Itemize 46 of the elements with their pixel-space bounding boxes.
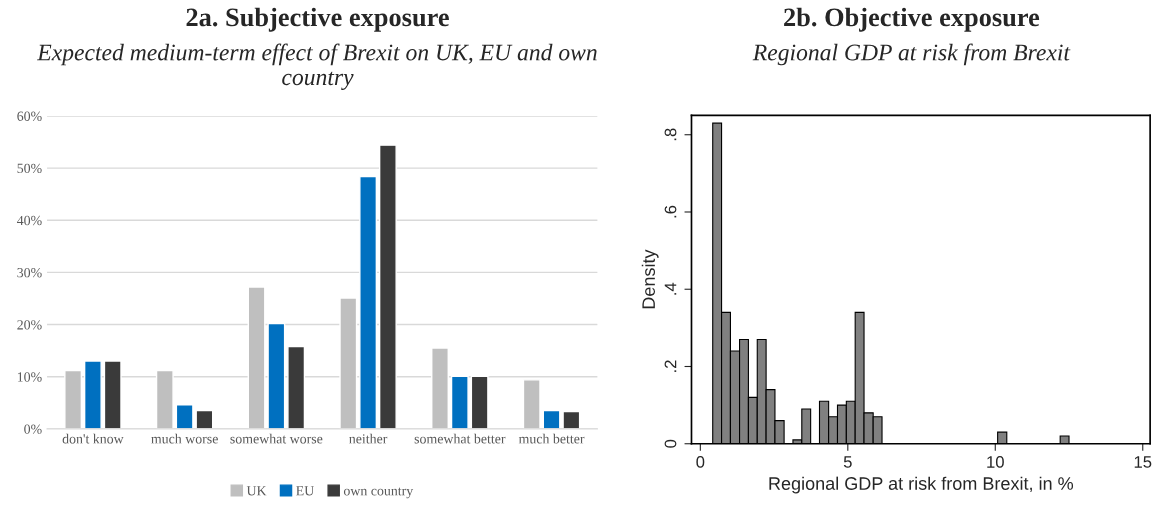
y-tick-label: 60% (17, 111, 42, 121)
x-tick-label: 0 (696, 455, 705, 468)
x-tick-label: much worse (151, 433, 218, 444)
bar (542, 409, 561, 429)
y-tick-label: .8 (664, 128, 677, 141)
bar (287, 345, 306, 429)
y-tick-label: 30% (17, 267, 42, 278)
chart-subtitle: Regional GDP at risk from Brexit (752, 43, 1071, 66)
bar (103, 360, 122, 429)
x-tick-label: 10 (987, 455, 1004, 468)
bar (267, 322, 286, 429)
y-tick-label: .2 (664, 360, 677, 372)
y-tick-label: .6 (664, 205, 677, 218)
y-tick-label: 0% (24, 424, 42, 434)
bar (522, 379, 541, 429)
x-tick-label: don't know (62, 433, 124, 444)
legend-label: UK (246, 486, 267, 496)
y-tick-label: 10% (17, 372, 42, 382)
x-tick-label: somewhat worse (230, 433, 323, 444)
bar (83, 360, 102, 429)
bar (64, 369, 83, 429)
x-tick-label: much better (518, 433, 585, 444)
x-tick-label: neither (349, 433, 388, 444)
x-tick-label: somewhat better (414, 433, 506, 444)
x-tick-label: 5 (843, 456, 852, 468)
x-axis-title: Regional GDP at risk from Brexit, in % (769, 476, 1074, 494)
legend-label: own country (343, 487, 414, 499)
legend-label: EU (296, 486, 314, 496)
bar (359, 175, 378, 429)
y-tick-label: 50% (17, 163, 42, 174)
chart-title: 2b. Objective exposure (784, 7, 1040, 32)
y-tick-label: 40% (16, 215, 42, 226)
bar (431, 347, 449, 429)
bar (247, 286, 266, 429)
y-tick-label: .4 (664, 282, 677, 295)
bar (155, 369, 174, 429)
chart-subtitle: Expected medium-term effect of Brexit on UK, EU and own country (37, 43, 597, 91)
chart-title: 2a. Subjective exposure (186, 7, 449, 32)
bar (470, 375, 489, 429)
y-tick-label: 20% (17, 320, 42, 330)
bar (378, 144, 397, 429)
bar (562, 410, 581, 429)
y-axis-title: Density (641, 249, 659, 309)
bar (450, 375, 469, 429)
x-tick-label: 15 (1134, 456, 1152, 468)
bar (339, 297, 358, 429)
